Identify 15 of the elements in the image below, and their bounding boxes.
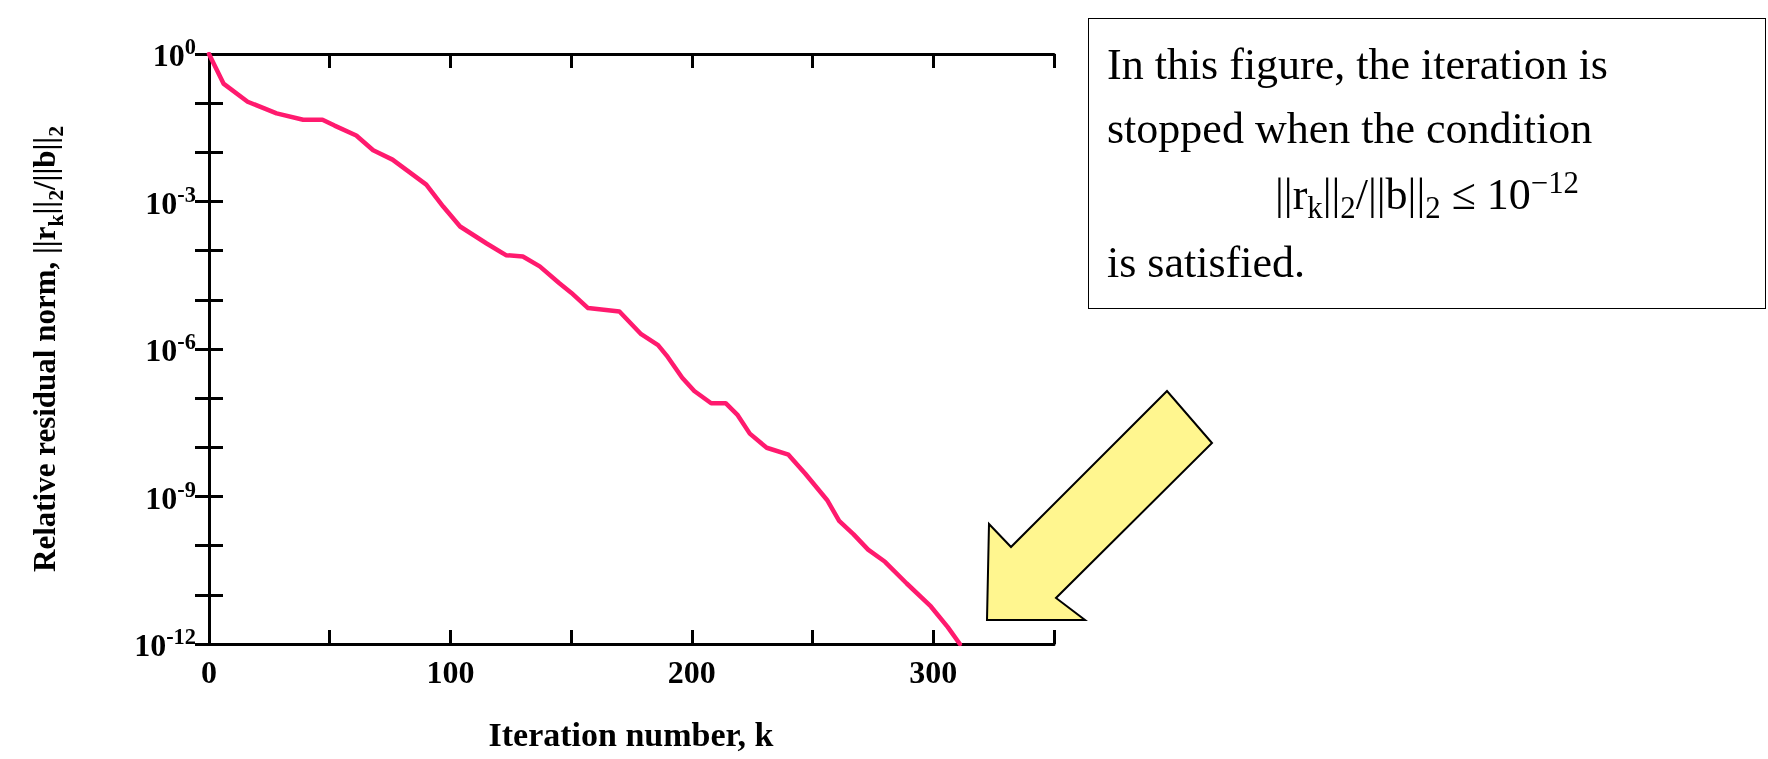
x-tick-label: 300 bbox=[909, 654, 958, 690]
x-tick-label: 200 bbox=[667, 654, 716, 690]
x-tick-label: 100 bbox=[426, 654, 475, 690]
text: ||r$_{k}$||$_{2}$/||b||$_{2}$ ≤ 10$^{−12}$ bbox=[1274, 164, 1580, 228]
y-tick-label: 10$^{0}$ bbox=[152, 34, 196, 74]
text: In this figure, the iteration is bbox=[1107, 39, 1609, 91]
y-tick-label: 10$^{-3}$ bbox=[145, 181, 196, 222]
text: stopped when the condition bbox=[1107, 102, 1594, 155]
x-axis-title: Iteration number, k bbox=[488, 716, 774, 754]
y-tick-label: 10$^{-9}$ bbox=[145, 476, 196, 517]
line-series bbox=[206, 51, 963, 647]
y-tick-label: 10$^{-12}$ bbox=[134, 624, 196, 664]
y-tick-label: 10$^{-6}$ bbox=[145, 329, 196, 369]
text: is satisfied. bbox=[1107, 236, 1306, 289]
x-tick-label: 0 bbox=[201, 654, 217, 690]
